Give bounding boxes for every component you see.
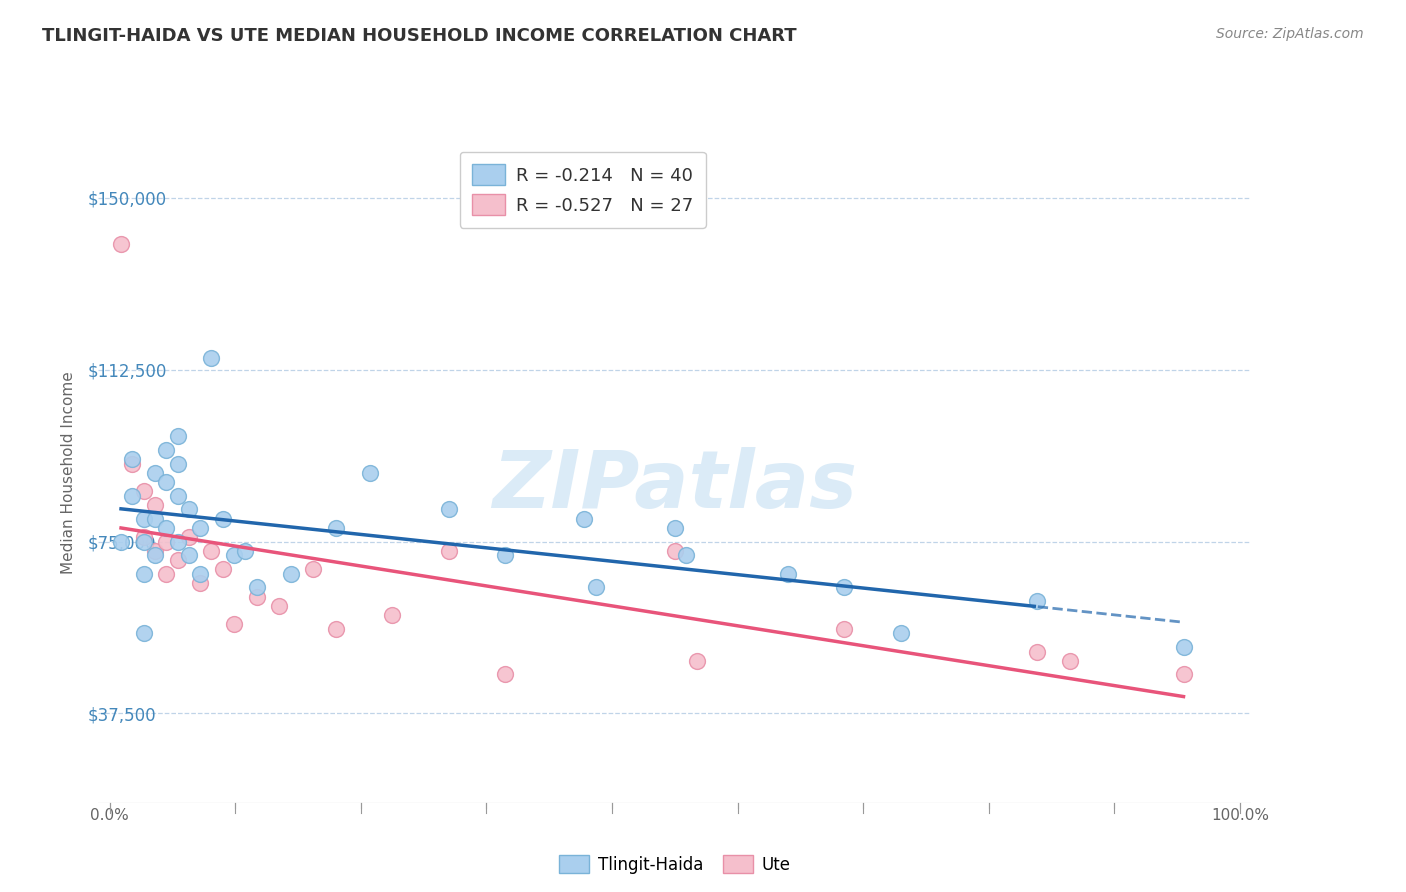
Point — [834, 580, 856, 594]
Point — [1173, 640, 1195, 654]
Legend: Tlingit-Haida, Ute: Tlingit-Haida, Ute — [553, 849, 797, 880]
Point — [166, 429, 188, 443]
Point — [359, 466, 381, 480]
Point — [776, 566, 799, 581]
Point — [166, 457, 188, 471]
Y-axis label: Median Household Income: Median Household Income — [62, 371, 76, 574]
Point — [574, 511, 596, 525]
Point — [110, 534, 132, 549]
Point — [664, 543, 686, 558]
Point — [188, 521, 211, 535]
Text: Source: ZipAtlas.com: Source: ZipAtlas.com — [1216, 27, 1364, 41]
Point — [155, 475, 177, 489]
Point — [166, 489, 188, 503]
Point — [222, 548, 245, 563]
Point — [269, 599, 291, 613]
Point — [1025, 644, 1047, 658]
Point — [143, 466, 166, 480]
Point — [166, 534, 188, 549]
Point — [177, 530, 200, 544]
Point — [132, 534, 155, 549]
Point — [222, 617, 245, 632]
Point — [246, 590, 269, 604]
Point — [437, 543, 460, 558]
Point — [381, 607, 404, 622]
Point — [132, 626, 155, 640]
Point — [177, 502, 200, 516]
Point — [302, 562, 325, 576]
Point — [188, 566, 211, 581]
Point — [1059, 654, 1081, 668]
Point — [121, 457, 143, 471]
Point — [132, 566, 155, 581]
Point — [121, 489, 143, 503]
Point — [686, 654, 709, 668]
Point — [121, 452, 143, 467]
Point — [143, 543, 166, 558]
Point — [211, 562, 233, 576]
Point — [325, 521, 347, 535]
Point — [494, 548, 516, 563]
Point — [890, 626, 912, 640]
Point — [675, 548, 697, 563]
Point — [166, 553, 188, 567]
Point — [200, 543, 222, 558]
Point — [132, 511, 155, 525]
Point — [132, 484, 155, 499]
Point — [235, 543, 257, 558]
Point — [211, 511, 233, 525]
Point — [325, 622, 347, 636]
Point — [437, 502, 460, 516]
Point — [1173, 667, 1195, 681]
Point — [143, 548, 166, 563]
Point — [155, 442, 177, 457]
Point — [200, 351, 222, 366]
Text: ZIPatlas: ZIPatlas — [492, 447, 858, 525]
Text: TLINGIT-HAIDA VS UTE MEDIAN HOUSEHOLD INCOME CORRELATION CHART: TLINGIT-HAIDA VS UTE MEDIAN HOUSEHOLD IN… — [42, 27, 797, 45]
Point — [132, 530, 155, 544]
Point — [155, 521, 177, 535]
Point — [188, 575, 211, 590]
Point — [834, 622, 856, 636]
Point — [664, 521, 686, 535]
Point — [494, 667, 516, 681]
Point — [280, 566, 302, 581]
Point — [110, 236, 132, 251]
Point — [1025, 594, 1047, 608]
Point — [143, 511, 166, 525]
Point — [143, 498, 166, 512]
Point — [155, 566, 177, 581]
Point — [155, 534, 177, 549]
Point — [585, 580, 607, 594]
Point — [177, 548, 200, 563]
Point — [246, 580, 269, 594]
